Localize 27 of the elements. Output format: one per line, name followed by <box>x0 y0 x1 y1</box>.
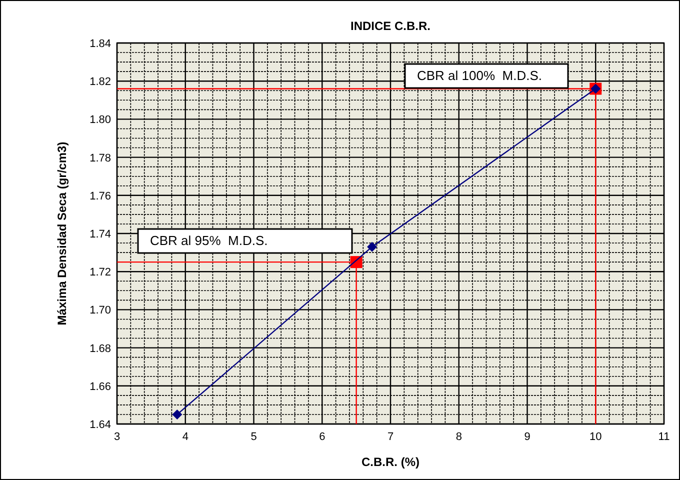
x-tick-label: 10 <box>590 431 602 443</box>
y-tick-label: 1.64 <box>90 419 111 431</box>
x-tick-label: 3 <box>114 431 120 443</box>
y-tick-label: 1.78 <box>90 152 111 164</box>
point <box>367 242 378 252</box>
x-tick-label: 7 <box>387 431 394 443</box>
y-tick-label: 1.76 <box>90 190 111 202</box>
annotation: CBR al 100% M.D.S. <box>417 68 542 83</box>
x-tick-label: 5 <box>250 431 257 443</box>
y-tick-label: 1.68 <box>90 342 111 355</box>
y-axis-title: Máxima Densidad Seca (gr/cm3) <box>55 142 69 326</box>
x-axis-title: C.B.R. (%) <box>362 455 420 469</box>
y-tick-label: 1.74 <box>90 228 111 240</box>
y-tick-label: 1.84 <box>90 38 111 50</box>
x-tick-label: 9 <box>524 431 530 443</box>
y-tick-label: 1.70 <box>90 304 111 317</box>
y-tick-label: 1.66 <box>90 380 111 393</box>
x-tick-label: 4 <box>182 431 188 443</box>
chart-title: INDICE C.B.R. <box>350 19 431 33</box>
y-tick-label: 1.72 <box>90 266 111 279</box>
x-tick-label: 11 <box>658 431 670 443</box>
annotation: CBR al 95% M.D.S. <box>150 233 268 248</box>
x-tick-label: 8 <box>456 431 462 443</box>
point <box>172 409 182 420</box>
y-tick-label: 1.80 <box>90 114 111 126</box>
x-tick-label: 6 <box>319 431 326 443</box>
y-tick-label: 1.82 <box>90 76 111 88</box>
